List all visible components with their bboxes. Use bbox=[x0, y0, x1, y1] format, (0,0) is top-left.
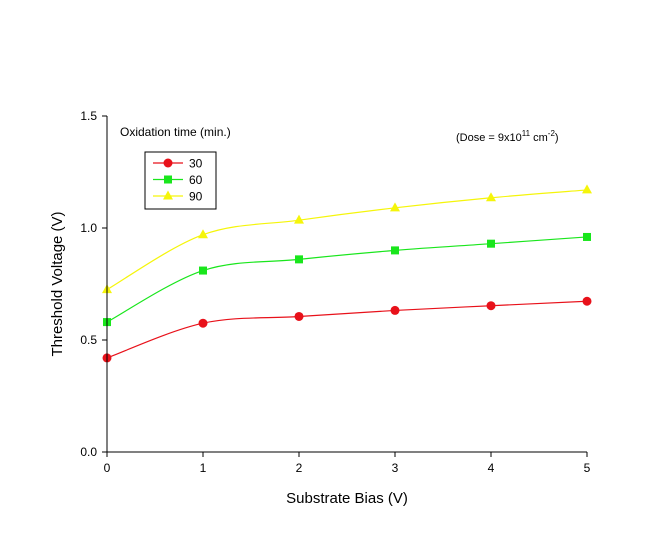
x-tick-label: 4 bbox=[488, 461, 495, 475]
series-90-point bbox=[582, 184, 592, 194]
series-90-point bbox=[294, 214, 304, 224]
series-30-line bbox=[106, 300, 588, 359]
series-60-point bbox=[295, 255, 303, 264]
x-tick-label: 0 bbox=[104, 461, 111, 475]
y-tick-label: 1.0 bbox=[80, 221, 97, 235]
y-tick-label: 1.5 bbox=[80, 109, 97, 123]
x-tick-label: 2 bbox=[296, 461, 303, 475]
series-60-line bbox=[106, 236, 588, 323]
series-60-point bbox=[583, 232, 591, 241]
series-90-point bbox=[486, 192, 496, 202]
legend-label: 90 bbox=[189, 190, 203, 204]
legend: Oxidation time (min.) 30 60 90 bbox=[120, 125, 231, 210]
x-tick-label: 1 bbox=[200, 461, 207, 475]
legend-title: Oxidation time (min.) bbox=[120, 125, 231, 139]
y-axis-title: Threshold Voltage (V) bbox=[49, 211, 66, 356]
y-tick-label: 0.5 bbox=[80, 333, 97, 347]
y-tick-label: 0.0 bbox=[80, 445, 97, 459]
series-30-point bbox=[198, 318, 208, 328]
series-60-point bbox=[199, 266, 207, 275]
series-30-point bbox=[390, 305, 400, 315]
legend-swatch-marker bbox=[163, 190, 173, 200]
x-tick-label: 5 bbox=[584, 461, 591, 475]
legend-label: 30 bbox=[189, 157, 203, 171]
legend-swatch-marker bbox=[163, 158, 173, 168]
series-30-point bbox=[294, 311, 304, 321]
series-60-point bbox=[487, 239, 495, 248]
series-90-point bbox=[390, 202, 400, 212]
dose-annotation: (Dose = 9x1011 cm-2) bbox=[456, 129, 559, 144]
series-30-point bbox=[486, 301, 496, 311]
legend-swatch-marker bbox=[164, 175, 172, 184]
x-axis-title: Substrate Bias (V) bbox=[286, 490, 408, 507]
legend-box bbox=[144, 151, 217, 210]
x-tick-label: 3 bbox=[392, 461, 399, 475]
legend-label: 60 bbox=[189, 173, 203, 187]
series-30-point bbox=[582, 296, 592, 306]
series-90-point bbox=[198, 229, 208, 239]
series-90-line bbox=[106, 189, 588, 291]
series-60-point bbox=[391, 246, 399, 255]
